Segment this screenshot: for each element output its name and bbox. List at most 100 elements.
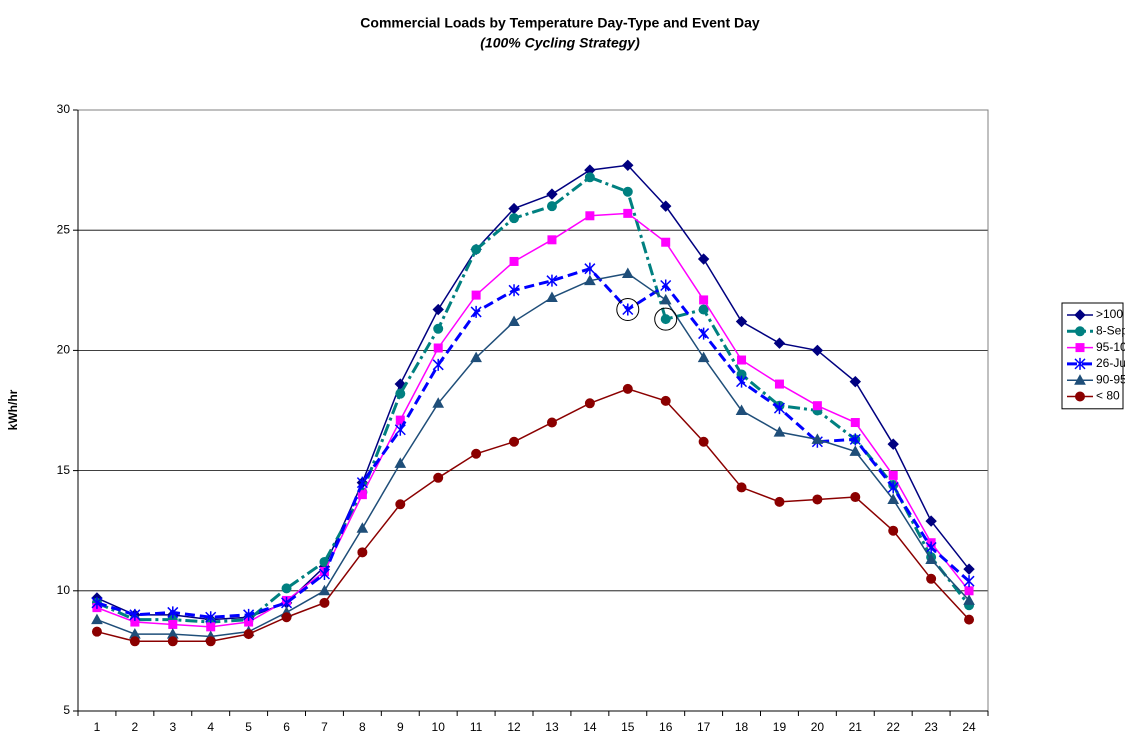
data-point: [318, 567, 330, 580]
data-point: [432, 397, 445, 408]
data-point: [167, 636, 178, 647]
data-point: [546, 291, 558, 303]
data-point: [773, 402, 785, 415]
data-point: [395, 499, 406, 510]
y-tick-label: 5: [63, 703, 70, 717]
data-point: [167, 606, 179, 619]
y-tick-label: 20: [57, 343, 71, 357]
x-tick-label: 11: [470, 720, 483, 734]
data-point: [887, 493, 900, 504]
data-point: [623, 208, 633, 218]
data-point: [508, 284, 520, 297]
x-tick-label: 16: [659, 720, 673, 734]
data-point: [547, 235, 557, 245]
legend-marker: [1075, 326, 1085, 337]
data-point: [963, 575, 975, 588]
data-point: [850, 492, 861, 503]
data-point: [471, 290, 481, 300]
data-point: [887, 438, 899, 450]
data-point: [964, 586, 974, 596]
highlight-circle: [654, 307, 678, 331]
series-line: [96, 164, 970, 621]
legend-label: 26-Jul: [1096, 356, 1125, 370]
data-point: [963, 563, 975, 575]
data-point: [622, 303, 634, 316]
data-point: [546, 274, 558, 287]
data-point: [585, 211, 595, 221]
data-point: [546, 201, 557, 212]
data-point: [964, 614, 975, 625]
data-point: [735, 404, 748, 415]
data-point: [584, 398, 595, 409]
data-point: [509, 436, 520, 447]
data-point: [205, 636, 216, 647]
legend-label: < 80: [1096, 389, 1120, 403]
data-point: [509, 213, 520, 224]
x-tick-label: 22: [887, 720, 901, 734]
x-tick-label: 7: [321, 720, 328, 734]
data-point: [129, 608, 141, 621]
data-point: [699, 295, 709, 305]
legend-marker: [1074, 309, 1086, 321]
data-point: [850, 418, 860, 428]
data-point: [622, 383, 633, 394]
data-point: [925, 553, 937, 565]
data-point: [812, 401, 822, 411]
legend-label: 95-100: [1096, 340, 1125, 354]
data-point: [622, 186, 633, 197]
data-point: [925, 541, 937, 554]
x-tick-label: 3: [169, 720, 176, 734]
series-line: [96, 272, 970, 638]
data-point: [925, 515, 937, 527]
data-point: [433, 343, 443, 353]
data-point: [735, 315, 748, 328]
data-point: [129, 636, 140, 647]
data-point: [243, 608, 255, 621]
x-tick-label: 13: [545, 720, 559, 734]
data-point: [318, 584, 331, 596]
highlight-circle: [616, 298, 640, 322]
chart-title: Commercial Loads by Temperature Day-Type…: [360, 15, 760, 31]
data-point: [281, 612, 292, 623]
x-tick-label: 2: [132, 720, 139, 734]
data-point: [661, 237, 671, 247]
data-point: [659, 293, 672, 305]
data-point: [356, 522, 369, 533]
x-tick-label: 8: [359, 720, 366, 734]
series-line: [96, 212, 970, 628]
x-tick-label: 9: [397, 720, 404, 734]
data-point: [471, 448, 482, 459]
x-tick-label: 12: [507, 720, 521, 734]
data-point: [773, 337, 786, 349]
data-point: [546, 417, 557, 428]
data-point: [168, 619, 178, 629]
legend-marker: [1074, 357, 1086, 370]
data-point: [736, 375, 748, 388]
data-point: [281, 583, 292, 594]
data-point: [737, 355, 747, 365]
data-point: [774, 379, 784, 389]
data-point: [433, 323, 444, 334]
data-point: [470, 305, 482, 318]
data-point: [622, 159, 634, 171]
data-point: [849, 433, 861, 446]
y-tick-label: 25: [57, 222, 71, 236]
legend-marker: [1075, 391, 1085, 402]
data-point: [660, 314, 671, 325]
data-point: [811, 433, 824, 444]
data-point: [888, 470, 898, 480]
x-tick-label: 18: [735, 720, 749, 734]
data-point: [432, 303, 444, 316]
data-point: [621, 267, 634, 278]
x-tick-label: 1: [94, 720, 101, 734]
x-tick-label: 6: [283, 720, 290, 734]
data-point: [319, 597, 330, 608]
data-point: [698, 304, 709, 315]
data-point: [471, 244, 482, 255]
data-point: [584, 262, 596, 275]
data-point: [736, 482, 747, 493]
x-tick-label: 5: [245, 720, 252, 734]
data-point: [660, 279, 672, 292]
series-line: [96, 175, 971, 624]
